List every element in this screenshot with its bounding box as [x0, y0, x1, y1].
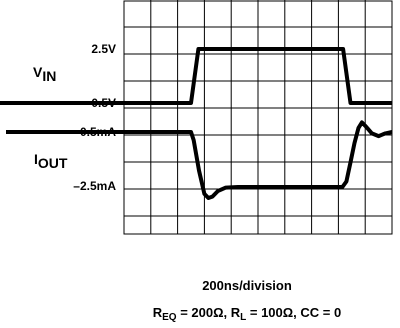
- traces: [0, 47, 393, 200]
- tick-label-2-5v: 2.5V: [91, 42, 116, 56]
- conditions-caption: REQ = 200Ω, RL = 100Ω, CC = 0: [153, 305, 341, 323]
- grid: [123, 0, 393, 235]
- iout-channel-label: IOUT: [34, 151, 68, 171]
- tick-label-neg-2-5ma: –2.5mA: [73, 179, 116, 193]
- vin-trace: [0, 47, 392, 105]
- iout-trace: [6, 120, 393, 200]
- vin-channel-label: VIN: [33, 64, 56, 84]
- x-axis-label: 200ns/division: [202, 278, 292, 293]
